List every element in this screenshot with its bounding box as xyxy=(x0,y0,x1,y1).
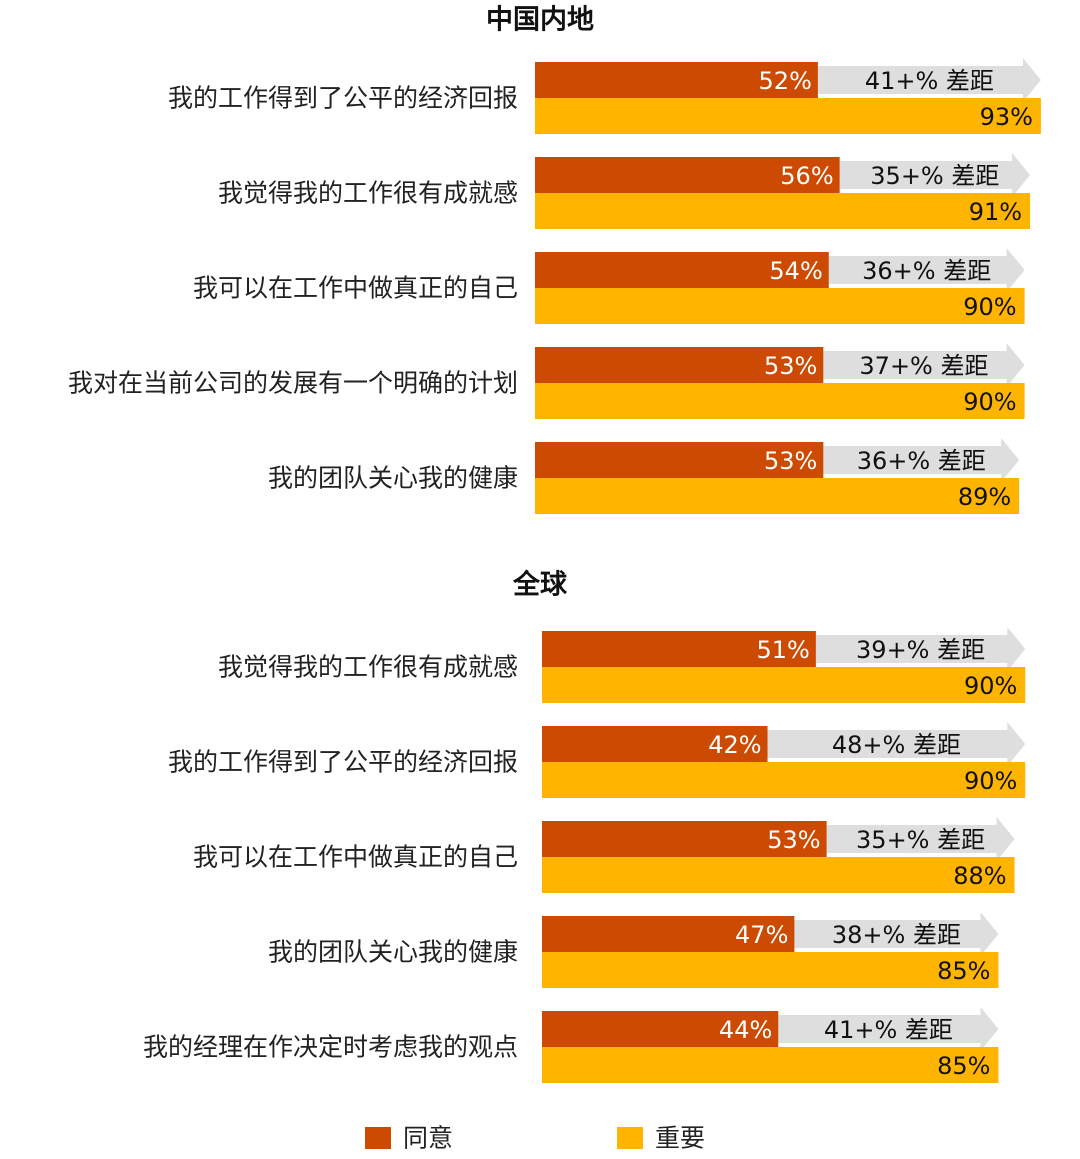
data-label-agree: 44% xyxy=(719,1016,772,1044)
category-label: 我觉得我的工作很有成就感 xyxy=(218,179,518,208)
legend-swatch xyxy=(617,1127,643,1149)
category-label: 我对在当前公司的发展有一个明确的计划 xyxy=(68,369,518,398)
category-label: 我的经理在作决定时考虑我的观点 xyxy=(143,1033,518,1062)
gap-label: 36+% 差距 xyxy=(862,257,991,285)
gap-label: 35+% 差距 xyxy=(870,162,999,190)
data-label-important: 89% xyxy=(958,483,1011,511)
data-label-agree: 52% xyxy=(759,67,812,95)
bar-agree xyxy=(535,347,824,383)
data-label-agree: 42% xyxy=(708,731,761,759)
data-label-important: 85% xyxy=(937,1052,990,1080)
bar-agree xyxy=(535,157,840,193)
gap-label: 48+% 差距 xyxy=(832,731,961,759)
gap-arrow xyxy=(823,343,1025,387)
data-label-agree: 53% xyxy=(764,447,817,475)
gap-arrow xyxy=(778,1007,999,1051)
data-label-agree: 54% xyxy=(769,257,822,285)
bar-important xyxy=(542,1047,999,1083)
bar-important xyxy=(542,952,999,988)
bar-important xyxy=(542,857,1015,893)
bar-agree xyxy=(535,62,818,98)
data-label-important: 90% xyxy=(963,388,1016,416)
bar-important xyxy=(535,478,1020,514)
category-label: 我可以在工作中做真正的自己 xyxy=(193,843,518,872)
bar-agree xyxy=(535,252,829,288)
data-label-important: 90% xyxy=(963,293,1016,321)
gap-arrow xyxy=(826,817,1015,861)
data-label-important: 90% xyxy=(964,672,1017,700)
bar-important xyxy=(542,667,1026,703)
bar-important xyxy=(535,383,1025,419)
legend-swatch xyxy=(365,1127,391,1149)
gap-arrow xyxy=(794,912,999,956)
panel-title: 中国内地 xyxy=(486,5,594,36)
gap-label: 35+% 差距 xyxy=(856,826,985,854)
data-label-important: 91% xyxy=(969,198,1022,226)
gap-label: 41+% 差距 xyxy=(824,1016,953,1044)
gap-label: 39+% 差距 xyxy=(856,636,985,664)
legend-label: 重要 xyxy=(655,1124,705,1153)
category-label: 我的团队关心我的健康 xyxy=(268,938,518,967)
gap-arrow xyxy=(828,248,1025,292)
bar-agree xyxy=(542,631,816,667)
bar-important xyxy=(535,193,1031,229)
data-label-important: 90% xyxy=(964,767,1017,795)
category-label: 我可以在工作中做真正的自己 xyxy=(193,274,518,303)
category-label: 我的工作得到了公平的经济回报 xyxy=(168,84,518,113)
gap-label: 38+% 差距 xyxy=(832,921,961,949)
gap-label: 36+% 差距 xyxy=(857,447,986,475)
category-label: 我觉得我的工作很有成就感 xyxy=(218,653,518,682)
bar-important xyxy=(535,98,1041,134)
gap-arrow xyxy=(823,438,1020,482)
bar-important xyxy=(535,288,1025,324)
gap-arrow xyxy=(817,58,1041,102)
data-label-agree: 47% xyxy=(735,921,788,949)
gap-arrow xyxy=(839,153,1031,197)
bar-important xyxy=(542,762,1026,798)
data-label-agree: 53% xyxy=(764,352,817,380)
data-label-important: 88% xyxy=(953,862,1006,890)
bar-agree xyxy=(542,916,795,952)
legend-label: 同意 xyxy=(403,1124,453,1153)
category-label: 我的工作得到了公平的经济回报 xyxy=(168,748,518,777)
gap-arrow xyxy=(815,627,1026,671)
gap-arrow xyxy=(767,722,1026,766)
data-label-important: 93% xyxy=(980,103,1033,131)
data-label-agree: 51% xyxy=(757,636,810,664)
gap-label: 41+% 差距 xyxy=(865,67,994,95)
gap-label: 37+% 差距 xyxy=(859,352,988,380)
bar-agree xyxy=(542,726,768,762)
data-label-important: 85% xyxy=(937,957,990,985)
bar-agree xyxy=(535,442,824,478)
category-label: 我的团队关心我的健康 xyxy=(268,464,518,493)
bar-agree xyxy=(542,1011,779,1047)
data-label-agree: 56% xyxy=(780,162,833,190)
panel-title: 全球 xyxy=(512,569,568,601)
bar-agree xyxy=(542,821,827,857)
data-label-agree: 53% xyxy=(767,826,820,854)
